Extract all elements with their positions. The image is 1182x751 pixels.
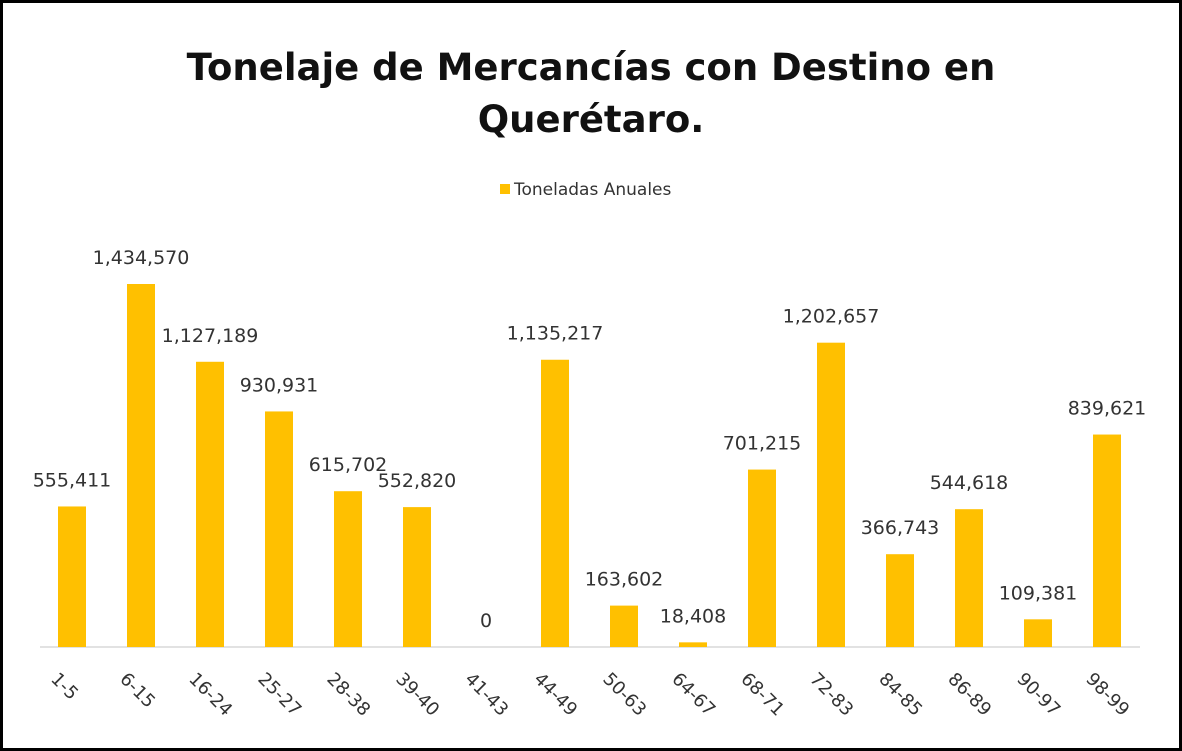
data-label: 1,135,217	[507, 323, 604, 345]
data-label: 555,411	[33, 469, 112, 491]
data-label: 930,931	[240, 374, 319, 396]
data-label: 839,621	[1068, 398, 1147, 420]
bar	[748, 469, 776, 647]
x-tick-label: 98-99	[1081, 669, 1133, 721]
x-tick-label: 50-63	[598, 669, 650, 721]
bar	[58, 506, 86, 647]
data-label: 701,215	[723, 433, 802, 455]
bar	[265, 411, 293, 647]
chart-title: Tonelaje de Mercancías con Destino en Qu…	[186, 46, 996, 141]
bar	[1024, 619, 1052, 647]
data-label: 18,408	[660, 605, 726, 627]
legend-swatch	[500, 184, 510, 194]
data-label: 109,381	[999, 582, 1078, 604]
data-label: 1,202,657	[783, 306, 880, 328]
x-tick-label: 1-5	[46, 669, 82, 705]
data-label: 1,127,189	[162, 325, 259, 347]
x-tick-label: 6-15	[115, 669, 159, 713]
bar	[196, 361, 224, 647]
data-label: 544,618	[930, 472, 1009, 494]
x-tick-label: 68-71	[736, 669, 788, 721]
x-tick-label: 44-49	[529, 669, 581, 721]
x-tick-label: 64-67	[667, 669, 719, 721]
bar	[127, 284, 155, 647]
x-tick-label: 72-83	[805, 669, 857, 721]
bar	[403, 507, 431, 647]
x-tick-label: 16-24	[184, 669, 236, 721]
bar	[886, 554, 914, 647]
x-tick-label: 86-89	[943, 669, 995, 721]
x-tick-label: 25-27	[253, 669, 305, 721]
x-tick-label: 39-40	[391, 669, 443, 721]
data-label: 366,743	[861, 517, 940, 539]
data-label: 163,602	[585, 569, 664, 591]
x-tick-label: 28-38	[322, 669, 374, 721]
x-tick-label: 41-43	[460, 669, 512, 721]
bar	[955, 509, 983, 647]
bar	[1093, 434, 1121, 647]
x-tick-label: 90-97	[1012, 669, 1064, 721]
data-label: 615,702	[309, 454, 388, 476]
data-label: 552,820	[378, 470, 457, 492]
legend-label: Toneladas Anuales	[513, 180, 672, 200]
bar	[541, 359, 569, 647]
bar	[817, 342, 845, 647]
bar	[679, 642, 707, 647]
data-label: 1,434,570	[93, 247, 190, 269]
x-tick-label: 84-85	[874, 669, 926, 721]
bar	[334, 491, 362, 647]
data-label: 0	[480, 610, 492, 632]
bar	[610, 605, 638, 647]
